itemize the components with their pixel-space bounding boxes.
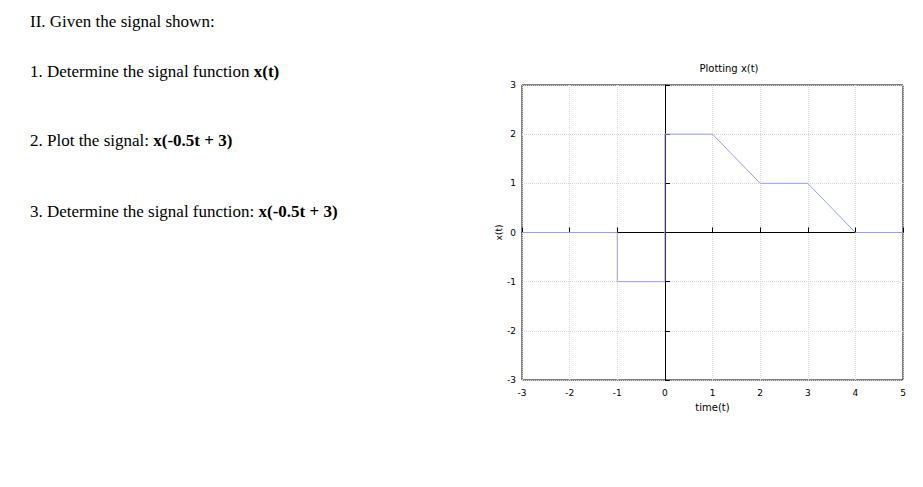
svg-text:3: 3 <box>510 80 516 90</box>
svg-text:1: 1 <box>510 178 516 188</box>
svg-text:4: 4 <box>853 388 859 398</box>
html-text:3. Determine the signal functi: 3. Determine the signal function: x(-0.5… <box>30 202 338 221</box>
svg-text:time(t): time(t) <box>695 402 729 413</box>
svg-text:-2: -2 <box>565 388 574 398</box>
svg-text:-3: -3 <box>518 388 527 398</box>
svg-text:-1: -1 <box>507 277 516 287</box>
svg-text:0: 0 <box>662 388 668 398</box>
svg-text:-2: -2 <box>507 326 516 336</box>
svg-text:2: 2 <box>757 388 763 398</box>
svg-text:-3: -3 <box>507 375 516 385</box>
svg-text:3: 3 <box>805 388 811 398</box>
svg-text:x(t): x(t) <box>494 225 504 241</box>
svg-text:1: 1 <box>710 388 716 398</box>
html-text:2. Plot the signal: x(-0.5t +: 2. Plot the signal: x(-0.5t + 3) <box>30 131 233 150</box>
svg-text:5: 5 <box>900 388 906 398</box>
html-text:1. Determine the signal functi: 1. Determine the signal function x(t) <box>30 62 280 81</box>
svg-text:-1: -1 <box>613 388 622 398</box>
html-text:II. Given the signal shown:: II. Given the signal shown: <box>30 12 215 31</box>
svg-text:Plotting x(t): Plotting x(t) <box>699 63 758 74</box>
svg-text:0: 0 <box>510 228 516 238</box>
svg-text:2: 2 <box>510 129 516 139</box>
